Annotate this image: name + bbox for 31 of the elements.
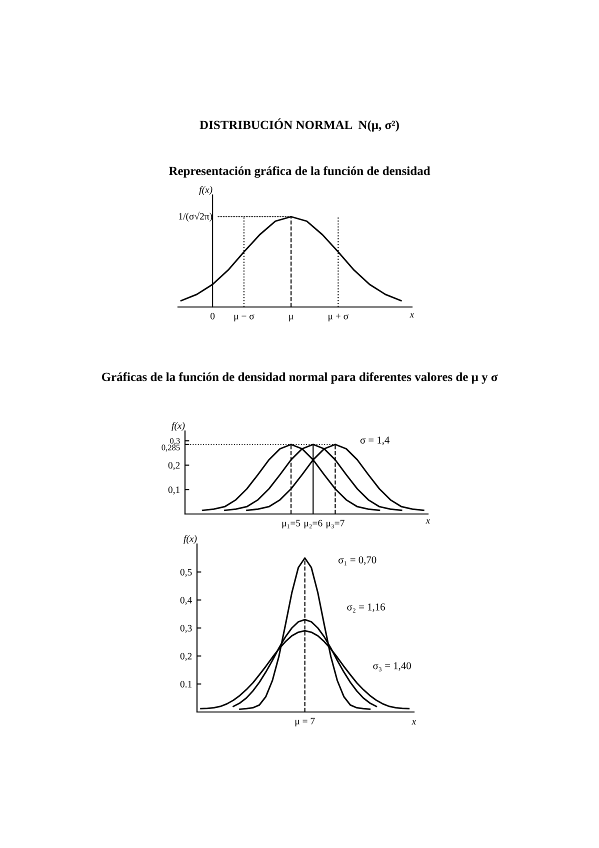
- chart-title: Gráficas de la función de densidad normal para diferentes valores de μ y σ: [102, 372, 498, 384]
- chart-title: DISTRIBUCIÓN NORMAL N(μ, σ²): [200, 118, 399, 132]
- y-tick-label: 0,4: [180, 596, 192, 605]
- x-axis-title: x: [426, 519, 430, 524]
- y-tick-label: 0,3: [170, 438, 180, 445]
- x-tick-label: μ₃=7: [326, 520, 344, 528]
- y-tick-label: 0,2: [180, 652, 192, 661]
- x-axis-title: x: [410, 313, 414, 318]
- x-tick-label: 0: [210, 312, 215, 320]
- annotation: σ₃ = 1,40: [373, 662, 411, 672]
- x-axis-title: x: [412, 720, 416, 725]
- y-tick-label: 0,2: [168, 462, 180, 470]
- x-tick-label: μ + σ: [328, 314, 348, 322]
- x-tick-label: μ = 7: [295, 718, 315, 726]
- y-tick-label: 0,285: [162, 444, 180, 452]
- x-tick-label: μ − σ: [234, 314, 254, 322]
- y-tick-label: 0,3: [180, 624, 192, 633]
- y-axis-title: f(x): [172, 422, 185, 431]
- y-axis-title: f(x): [199, 186, 212, 195]
- x-tick-label: μ: [289, 314, 294, 322]
- y-tick-label: 0.1: [180, 680, 192, 688]
- y-axis-title: f(x): [184, 535, 197, 544]
- x-tick-label: μ₂=6: [304, 520, 322, 528]
- chart-subtitle: Representación gráfica de la función de densidad: [168, 166, 430, 178]
- x-tick-label: μ₁=5: [282, 520, 300, 528]
- annotation: σ₂ = 1,16: [347, 603, 385, 612]
- y-tick-label: 0,1: [168, 486, 180, 494]
- y-tick-label: 0,5: [180, 568, 192, 577]
- annotation: 1/(σ√2π): [179, 212, 212, 222]
- annotation: σ = 1,4: [360, 436, 390, 446]
- annotation: σ₁ = 0,70: [338, 556, 376, 566]
